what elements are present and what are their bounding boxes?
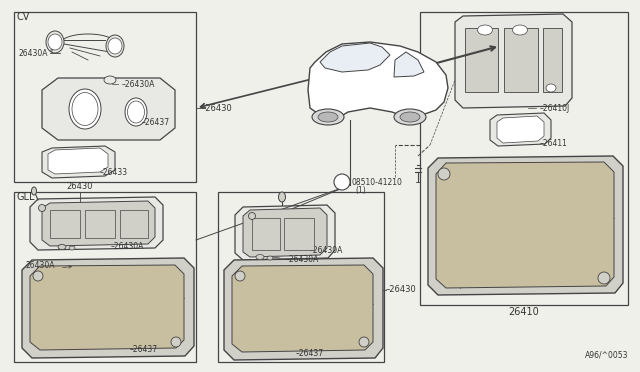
Text: 26430A: 26430A bbox=[25, 262, 54, 270]
Text: 08510-41210: 08510-41210 bbox=[352, 177, 403, 186]
FancyBboxPatch shape bbox=[284, 218, 314, 250]
Polygon shape bbox=[232, 265, 373, 352]
Text: –26437: –26437 bbox=[296, 349, 324, 357]
Polygon shape bbox=[48, 148, 108, 174]
Circle shape bbox=[334, 174, 350, 190]
Text: S: S bbox=[340, 177, 344, 186]
Ellipse shape bbox=[46, 31, 64, 53]
FancyBboxPatch shape bbox=[543, 28, 562, 92]
Ellipse shape bbox=[394, 109, 426, 125]
Polygon shape bbox=[428, 156, 623, 295]
Ellipse shape bbox=[256, 254, 264, 260]
Text: –26430: –26430 bbox=[202, 103, 233, 112]
Ellipse shape bbox=[48, 34, 62, 50]
Polygon shape bbox=[497, 116, 544, 143]
Polygon shape bbox=[243, 208, 327, 257]
Text: –26410J: –26410J bbox=[540, 103, 570, 112]
Polygon shape bbox=[42, 78, 175, 140]
Ellipse shape bbox=[38, 205, 45, 212]
Ellipse shape bbox=[359, 337, 369, 347]
Ellipse shape bbox=[235, 271, 245, 281]
FancyBboxPatch shape bbox=[120, 210, 148, 238]
Ellipse shape bbox=[278, 192, 285, 202]
Ellipse shape bbox=[58, 244, 66, 250]
Text: –26433: –26433 bbox=[100, 167, 128, 176]
Text: –26430: –26430 bbox=[386, 285, 417, 295]
Text: 26430: 26430 bbox=[67, 182, 93, 191]
Ellipse shape bbox=[108, 38, 122, 54]
FancyBboxPatch shape bbox=[85, 210, 115, 238]
Ellipse shape bbox=[248, 212, 255, 219]
Ellipse shape bbox=[598, 272, 610, 284]
Text: CV: CV bbox=[16, 12, 29, 22]
Polygon shape bbox=[42, 146, 115, 178]
Text: 26410: 26410 bbox=[509, 307, 540, 317]
Ellipse shape bbox=[477, 25, 493, 35]
Polygon shape bbox=[436, 162, 614, 288]
Text: –26430A: –26430A bbox=[122, 80, 156, 89]
Text: –26411: –26411 bbox=[540, 138, 568, 148]
Text: GLL: GLL bbox=[16, 192, 35, 202]
Polygon shape bbox=[224, 258, 383, 360]
Text: (1): (1) bbox=[355, 186, 365, 195]
Polygon shape bbox=[394, 52, 424, 77]
Text: 26430A: 26430A bbox=[18, 48, 47, 58]
Text: –26437: –26437 bbox=[142, 118, 170, 126]
Ellipse shape bbox=[104, 76, 116, 84]
Ellipse shape bbox=[69, 246, 75, 250]
Polygon shape bbox=[455, 14, 572, 108]
Ellipse shape bbox=[125, 98, 147, 126]
Ellipse shape bbox=[267, 256, 273, 260]
Text: –26430A: –26430A bbox=[111, 241, 145, 250]
Ellipse shape bbox=[438, 168, 450, 180]
Ellipse shape bbox=[513, 25, 527, 35]
FancyBboxPatch shape bbox=[252, 218, 280, 250]
Ellipse shape bbox=[69, 89, 101, 129]
Ellipse shape bbox=[546, 84, 556, 92]
Polygon shape bbox=[308, 42, 448, 118]
FancyBboxPatch shape bbox=[465, 28, 498, 92]
Ellipse shape bbox=[318, 112, 338, 122]
Text: –26437: –26437 bbox=[130, 346, 158, 355]
Ellipse shape bbox=[33, 271, 43, 281]
Ellipse shape bbox=[31, 187, 36, 195]
Ellipse shape bbox=[312, 109, 344, 125]
Polygon shape bbox=[30, 265, 184, 350]
Ellipse shape bbox=[171, 337, 181, 347]
Text: A96/^0053: A96/^0053 bbox=[584, 351, 628, 360]
Ellipse shape bbox=[106, 35, 124, 57]
Text: –26430A: –26430A bbox=[310, 246, 344, 254]
Polygon shape bbox=[320, 43, 390, 72]
FancyBboxPatch shape bbox=[504, 28, 538, 92]
Polygon shape bbox=[22, 258, 194, 358]
Polygon shape bbox=[30, 197, 163, 250]
FancyBboxPatch shape bbox=[50, 210, 80, 238]
Text: –26430A: –26430A bbox=[286, 254, 319, 263]
Ellipse shape bbox=[400, 112, 420, 122]
Polygon shape bbox=[42, 201, 155, 246]
Polygon shape bbox=[490, 113, 551, 146]
Polygon shape bbox=[235, 205, 335, 260]
